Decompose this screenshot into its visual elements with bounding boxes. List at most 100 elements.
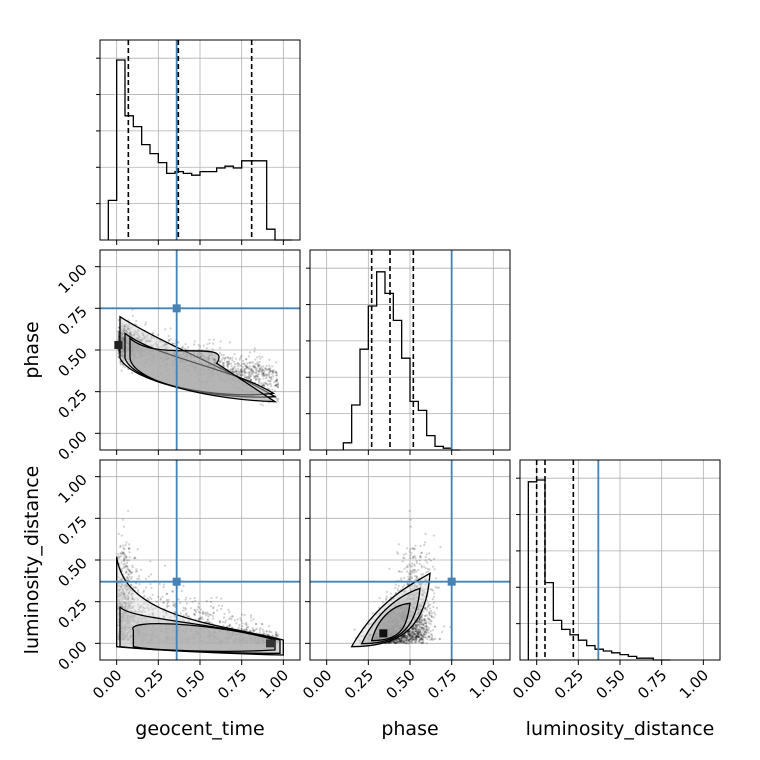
scatter-point <box>131 566 134 569</box>
scatter-point <box>265 633 268 636</box>
scatter-point <box>261 355 264 359</box>
scatter-point <box>230 364 233 368</box>
scatter-point <box>262 382 265 385</box>
scatter-point <box>248 361 251 365</box>
scatter-point <box>136 577 139 581</box>
scatter-point <box>262 372 265 375</box>
scatter-point <box>401 586 404 589</box>
scatter-point <box>245 358 248 361</box>
scatter-point <box>117 351 120 354</box>
scatter-point <box>127 547 131 550</box>
scatter-point <box>258 367 262 370</box>
scatter-point <box>179 601 182 604</box>
scatter-point <box>211 614 215 617</box>
scatter-point <box>192 343 196 346</box>
scatter-point <box>136 590 140 593</box>
scatter-point <box>159 598 162 601</box>
scatter-point <box>236 363 239 366</box>
scatter-point <box>413 555 416 558</box>
scatter-point <box>233 365 237 368</box>
scatter-point <box>209 613 212 617</box>
scatter-point <box>429 630 432 633</box>
scatter-point <box>189 597 192 600</box>
scatter-point <box>248 351 252 354</box>
scatter-point <box>219 621 222 624</box>
scatter-point <box>261 374 265 377</box>
scatter-point <box>149 573 153 576</box>
scatter-point <box>231 368 234 371</box>
scatter-point <box>246 365 249 368</box>
scatter-point <box>249 378 252 382</box>
scatter-point <box>406 570 409 573</box>
scatter-point <box>248 376 251 380</box>
scatter-point <box>261 628 264 631</box>
scatter-point <box>268 375 271 379</box>
scatter-point <box>117 335 120 339</box>
scatter-point <box>232 370 235 373</box>
scatter-point <box>268 631 271 634</box>
scatter-point <box>385 595 388 598</box>
scatter-point <box>218 360 222 363</box>
scatter-point <box>249 629 252 633</box>
scatter-point <box>432 534 435 537</box>
scatter-point <box>132 586 135 589</box>
scatter-point <box>233 363 237 366</box>
scatter-panel-geocent_time-phase <box>95 249 301 455</box>
scatter-point <box>232 366 235 369</box>
scatter-panel-geocent_time-luminosity_distance <box>95 459 301 665</box>
scatter-point <box>262 374 265 377</box>
hist-panel-geocent_time <box>96 39 301 245</box>
scatter-point <box>429 588 432 591</box>
scatter-point <box>260 367 263 370</box>
scatter-point <box>353 628 356 631</box>
scatter-point <box>433 568 436 571</box>
scatter-point <box>166 592 169 595</box>
scatter-point <box>239 617 242 620</box>
scatter-point <box>241 359 245 362</box>
scatter-point <box>258 369 261 372</box>
scatter-point <box>256 376 260 379</box>
scatter-point <box>429 559 432 562</box>
scatter-point <box>126 565 129 568</box>
scatter-point <box>117 334 120 337</box>
scatter-point <box>206 618 210 621</box>
scatter-point <box>260 382 263 385</box>
scatter-point <box>142 591 145 594</box>
scatter-point <box>241 362 244 365</box>
scatter-point <box>210 600 213 604</box>
scatter-point <box>400 570 403 573</box>
scatter-point <box>125 541 128 544</box>
scatter-point <box>270 375 273 379</box>
scatter-point <box>117 348 120 352</box>
scatter-point <box>276 383 280 386</box>
scatter-point <box>401 560 404 563</box>
scatter-point <box>265 373 268 377</box>
scatter-point <box>389 592 392 595</box>
scatter-point <box>239 368 242 372</box>
scatter-point <box>181 347 184 350</box>
scatter-point <box>247 377 250 381</box>
scatter-point <box>166 604 169 607</box>
scatter-point <box>193 340 196 343</box>
scatter-point <box>136 548 139 551</box>
scatter-point <box>117 338 120 341</box>
scatter-point <box>193 614 197 617</box>
scatter-point <box>232 360 235 363</box>
scatter-point <box>255 378 258 381</box>
scatter-point <box>238 373 241 376</box>
scatter-point <box>256 369 259 372</box>
scatter-point <box>240 613 244 616</box>
scatter-point <box>229 368 232 371</box>
scatter-point <box>130 577 133 580</box>
scatter-point <box>248 376 251 380</box>
scatter-point <box>409 518 412 521</box>
scatter-point <box>252 369 255 372</box>
scatter-point <box>255 369 258 372</box>
hist-panel-luminosity_distance <box>516 459 721 665</box>
scatter-point <box>270 377 273 380</box>
scatter-point <box>243 376 246 379</box>
scatter-point <box>239 368 242 371</box>
scatter-point <box>423 541 427 544</box>
scatter-point <box>245 376 248 379</box>
